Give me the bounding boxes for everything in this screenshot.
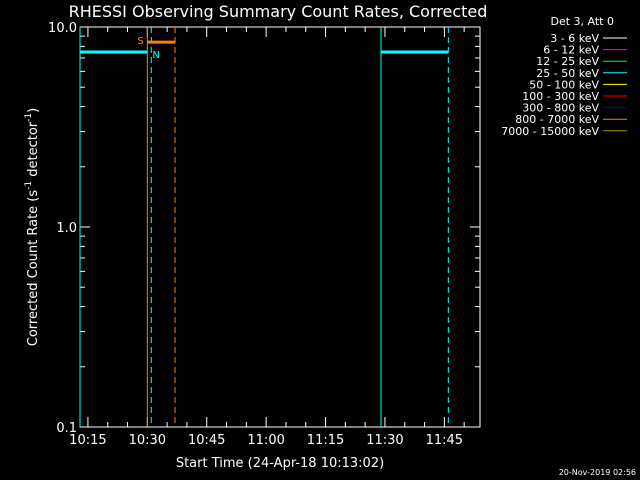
y-axis-label: Corrected Count Rate (s-1 detector-1): [24, 108, 41, 346]
x-tick-label: 10:30: [129, 433, 166, 448]
x-tick-label: 11:00: [247, 433, 284, 448]
marker-label: S: [137, 36, 143, 47]
legend-label: 6 - 12 keV: [543, 44, 599, 57]
y-axis-label-sup2: -1: [24, 113, 34, 122]
x-tick-label: 11:15: [307, 433, 344, 448]
plot-frame: [79, 26, 481, 428]
markers: SN: [137, 36, 176, 61]
x-tick-label: 11:45: [426, 433, 463, 448]
legend-label: 12 - 25 keV: [536, 55, 599, 68]
y-axis-label-end: ): [26, 108, 41, 113]
y-ticks: 10.0 1.0 0.1: [48, 21, 480, 436]
x-tick-label: 10:45: [188, 433, 225, 448]
x-ticks: 10:15 10:30 10:45 11:00 11:15 11:30 11:45: [69, 27, 465, 448]
x-tick-label: 11:30: [366, 433, 403, 448]
legend-label: 800 - 7000 keV: [515, 113, 599, 126]
legend-label: 3 - 6 keV: [550, 32, 599, 45]
legend-label: 300 - 800 keV: [522, 102, 599, 115]
legend-label: 25 - 50 keV: [536, 67, 599, 80]
legend-label: 100 - 300 keV: [522, 90, 599, 103]
marker-label: N: [152, 50, 159, 61]
y-tick-label: 0.1: [56, 421, 77, 436]
legend-title: Det 3, Att 0: [551, 15, 615, 28]
y-axis-label-main: Corrected Count Rate (s: [26, 190, 41, 347]
x-tick-label: 10:15: [69, 433, 106, 448]
y-tick-label: 10.0: [48, 21, 77, 36]
y-axis-label-mid: detector: [26, 121, 41, 181]
vertical-lines: [79, 27, 449, 427]
legend-label: 50 - 100 keV: [529, 78, 599, 91]
footer-date: 20-Nov-2019 02:56: [559, 468, 636, 477]
y-tick-label: 1.0: [56, 221, 77, 236]
y-axis-label-sup1: -1: [24, 181, 34, 190]
chart-title: RHESSI Observing Summary Count Rates, Co…: [69, 2, 488, 21]
legend-label: 7000 - 15000 keV: [501, 125, 599, 138]
x-axis-label: Start Time (24-Apr-18 10:13:02): [176, 456, 384, 471]
